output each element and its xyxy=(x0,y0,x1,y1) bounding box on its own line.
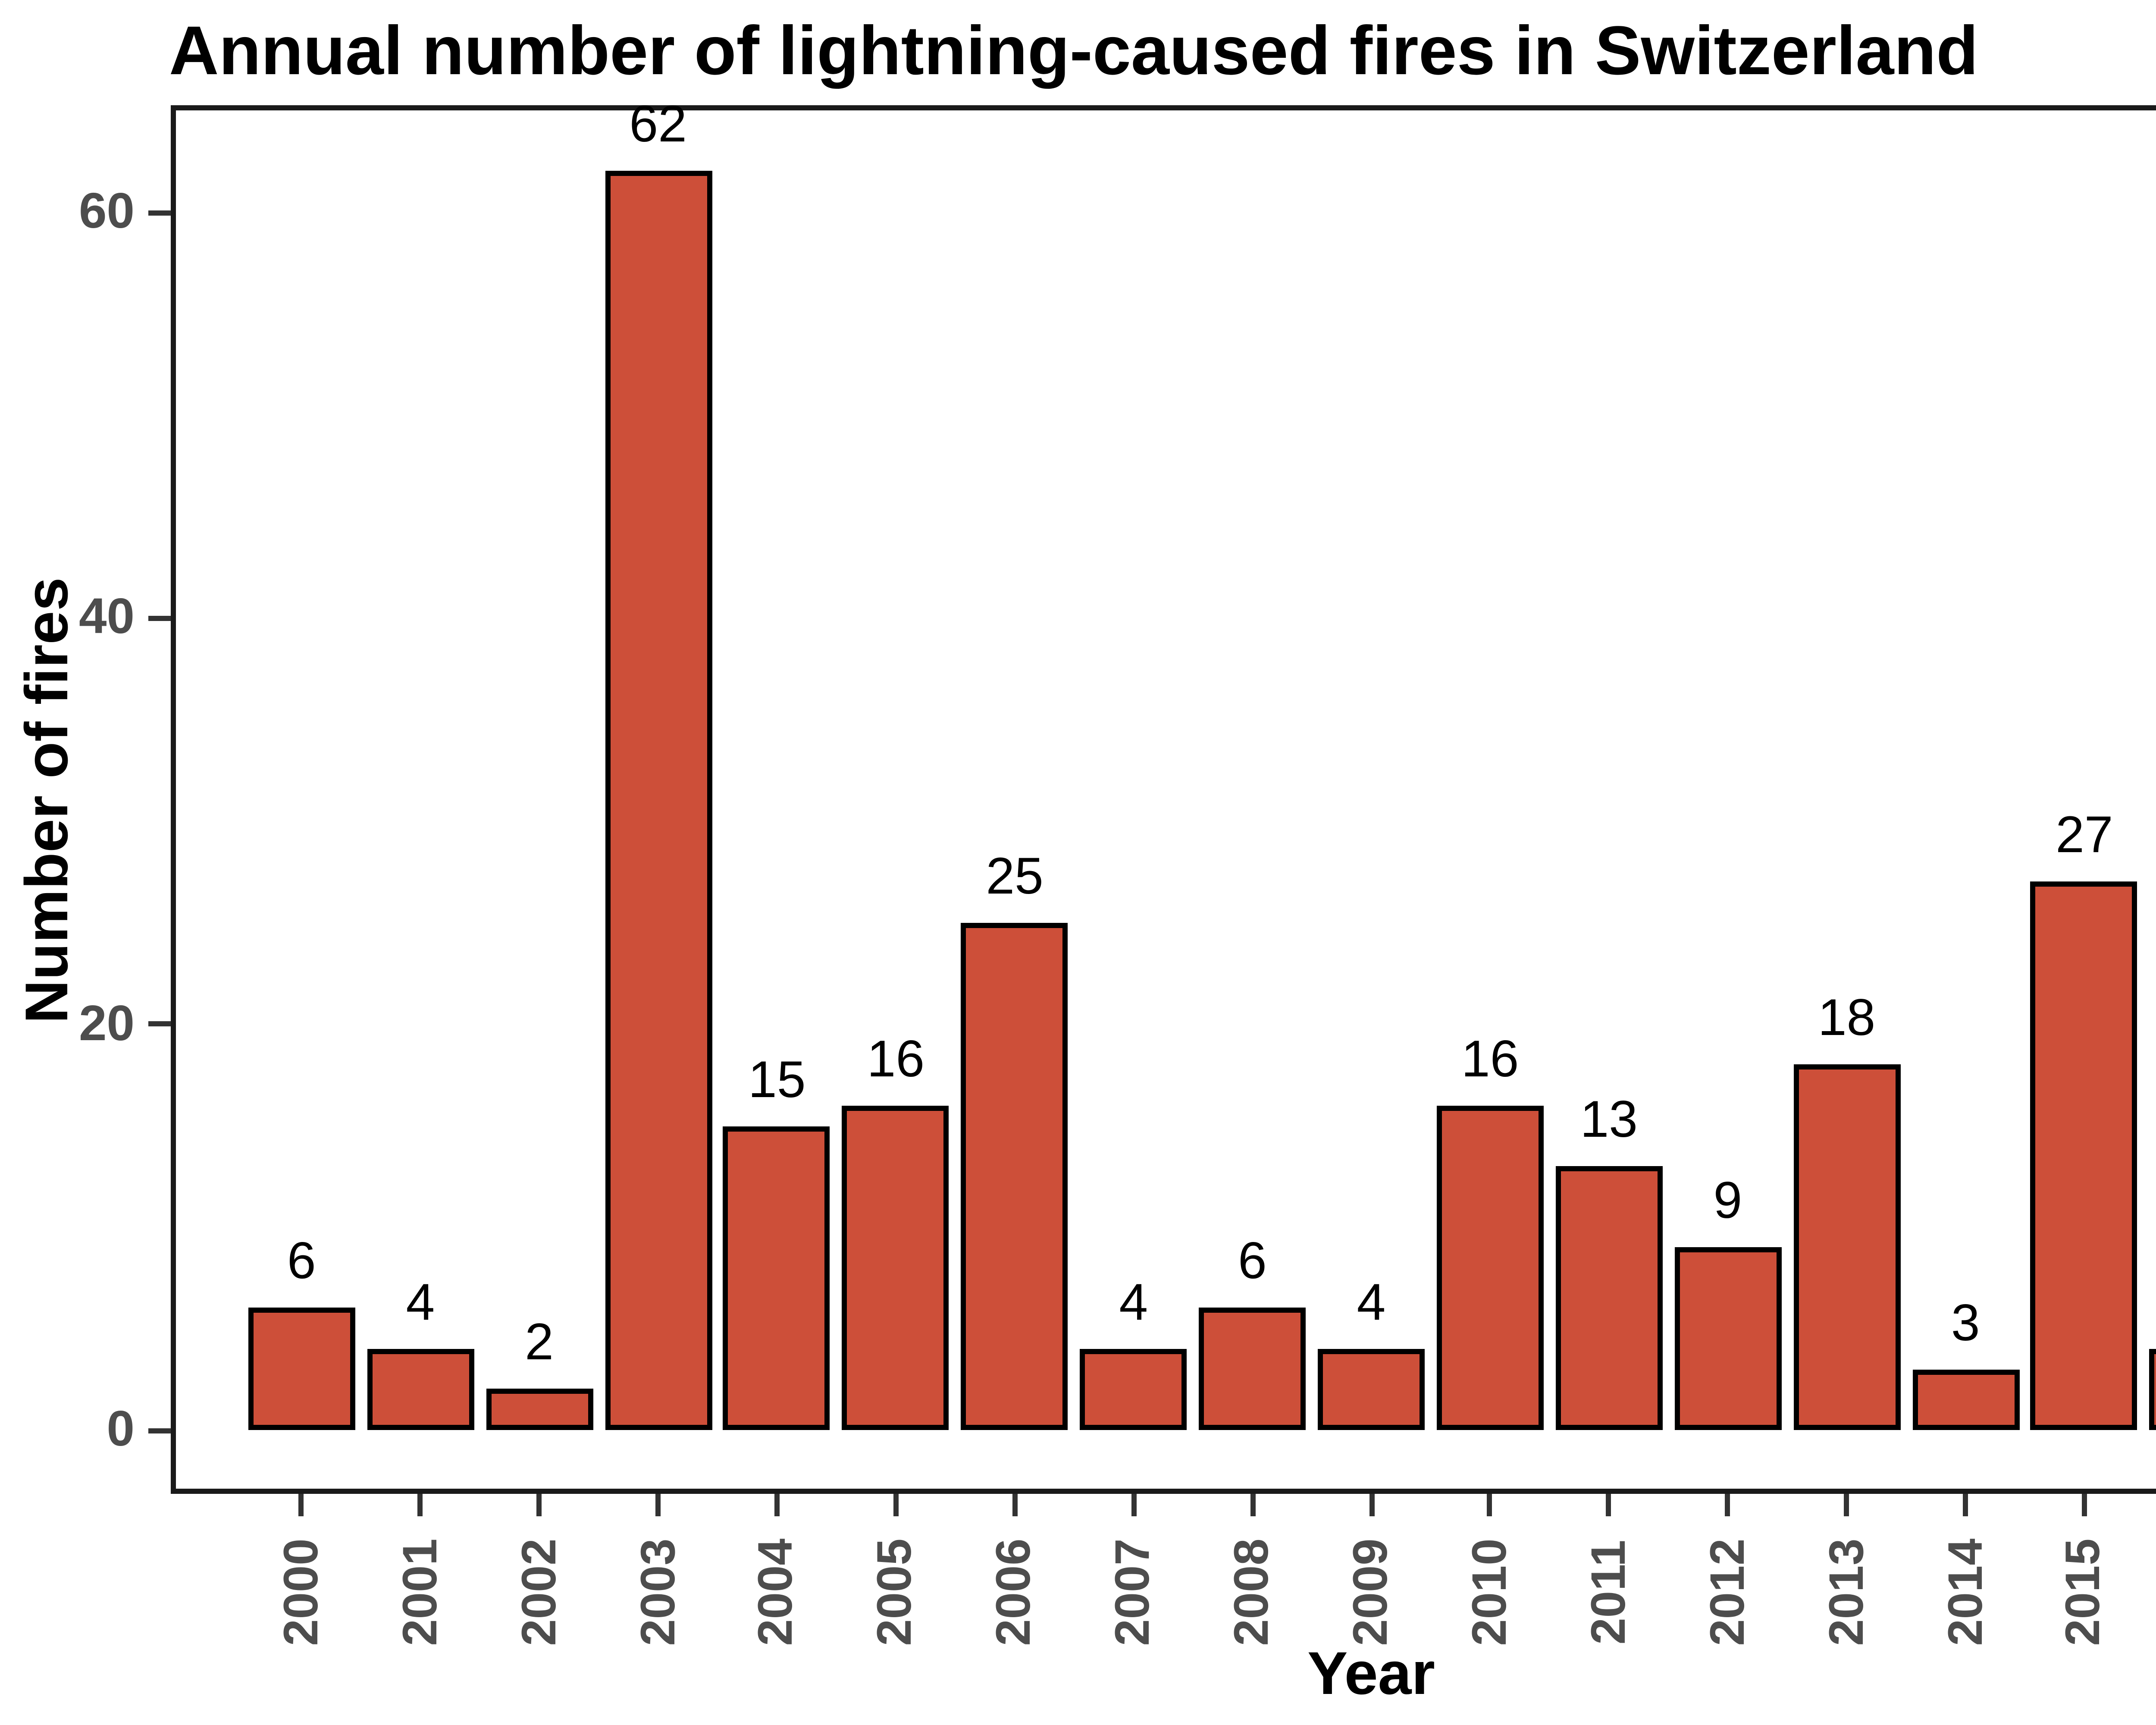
bar-2011 xyxy=(1555,1166,1663,1430)
x-axis-tick xyxy=(417,1494,423,1516)
bar-2004 xyxy=(723,1126,830,1430)
x-tick-label: 2005 xyxy=(868,1538,922,1646)
y-tick-label: 40 xyxy=(78,590,135,646)
bar-value-label: 25 xyxy=(986,848,1044,906)
bar-2008 xyxy=(1199,1308,1306,1430)
bar-value-label: 62 xyxy=(629,97,687,154)
y-axis-tick xyxy=(148,615,171,621)
y-axis-tick xyxy=(148,210,171,215)
x-axis-tick xyxy=(2081,1494,2087,1516)
bar-2013 xyxy=(1793,1064,1900,1430)
bar-2010 xyxy=(1436,1105,1544,1430)
x-axis-tick xyxy=(1725,1494,1730,1516)
bar-2012 xyxy=(1674,1247,1781,1430)
y-axis-tick xyxy=(148,1427,171,1433)
bar-value-label: 6 xyxy=(1238,1234,1267,1291)
bar-2009 xyxy=(1317,1349,1425,1430)
x-axis-tick xyxy=(655,1494,661,1516)
y-tick-label: 0 xyxy=(107,1402,135,1458)
bar-value-label: 3 xyxy=(1951,1295,1980,1352)
x-axis-tick xyxy=(1250,1494,1255,1516)
x-axis-tick xyxy=(1369,1494,1374,1516)
x-axis-tick xyxy=(774,1494,780,1516)
bar-2002 xyxy=(486,1389,593,1430)
y-tick-label: 20 xyxy=(78,996,135,1052)
y-axis-title: Number of fires xyxy=(14,576,81,1023)
bar-2005 xyxy=(842,1105,950,1430)
bar-2000 xyxy=(248,1308,355,1430)
bar-value-label: 27 xyxy=(2056,808,2113,865)
x-axis-tick xyxy=(1487,1494,1493,1516)
bar-value-label: 4 xyxy=(406,1274,435,1332)
bar-value-label: 6 xyxy=(287,1234,316,1291)
bar-value-label: 15 xyxy=(748,1051,806,1108)
bar-value-label: 9 xyxy=(1713,1173,1742,1230)
x-axis-tick xyxy=(1131,1494,1136,1516)
bar-value-label: 18 xyxy=(1818,990,1876,1048)
bar-2006 xyxy=(961,922,1069,1430)
x-tick-label: 2006 xyxy=(987,1538,1041,1646)
bar-value-label: 4 xyxy=(2109,1276,2156,1332)
x-axis-tick xyxy=(536,1494,542,1516)
x-tick-label: 2014 xyxy=(1938,1538,1992,1646)
y-tick-label: 60 xyxy=(78,185,135,240)
bar-value-label: 4 xyxy=(1357,1274,1386,1332)
chart-title: Annual number of lightning-caused fires … xyxy=(169,14,1978,90)
bar-2015 xyxy=(2031,882,2138,1430)
x-axis-tick xyxy=(1963,1494,1968,1516)
bar-value-label: 4 xyxy=(1119,1274,1148,1332)
x-axis-tick xyxy=(1844,1494,1849,1516)
x-tick-label: 2004 xyxy=(749,1538,803,1646)
x-axis-tick xyxy=(893,1494,899,1516)
bar-2016 xyxy=(2150,1349,2156,1430)
y-axis-tick xyxy=(148,1021,171,1027)
bar-2003 xyxy=(605,171,712,1430)
bar-2001 xyxy=(367,1349,474,1430)
plot-panel xyxy=(171,105,2156,1494)
bar-2007 xyxy=(1080,1349,1187,1430)
bar-value-label: 2 xyxy=(525,1315,554,1372)
x-axis-tick xyxy=(1012,1494,1018,1516)
x-axis-tick xyxy=(1606,1494,1612,1516)
bar-2014 xyxy=(1912,1369,2019,1430)
x-tick-label: 2012 xyxy=(1700,1538,1754,1646)
bar-value-label: 16 xyxy=(867,1031,925,1088)
x-tick-label: 2002 xyxy=(511,1538,565,1646)
x-tick-label: 2003 xyxy=(630,1538,684,1646)
x-tick-label: 2000 xyxy=(274,1538,328,1646)
x-tick-label: 2013 xyxy=(1819,1538,1873,1646)
bar-value-label: 16 xyxy=(1461,1031,1519,1088)
x-axis-tick xyxy=(299,1494,304,1516)
x-tick-label: 2015 xyxy=(2056,1538,2110,1646)
x-tick-label: 2001 xyxy=(392,1538,446,1646)
bar-value-label: 13 xyxy=(1580,1092,1638,1149)
x-axis-title: Year xyxy=(1307,1640,1435,1708)
